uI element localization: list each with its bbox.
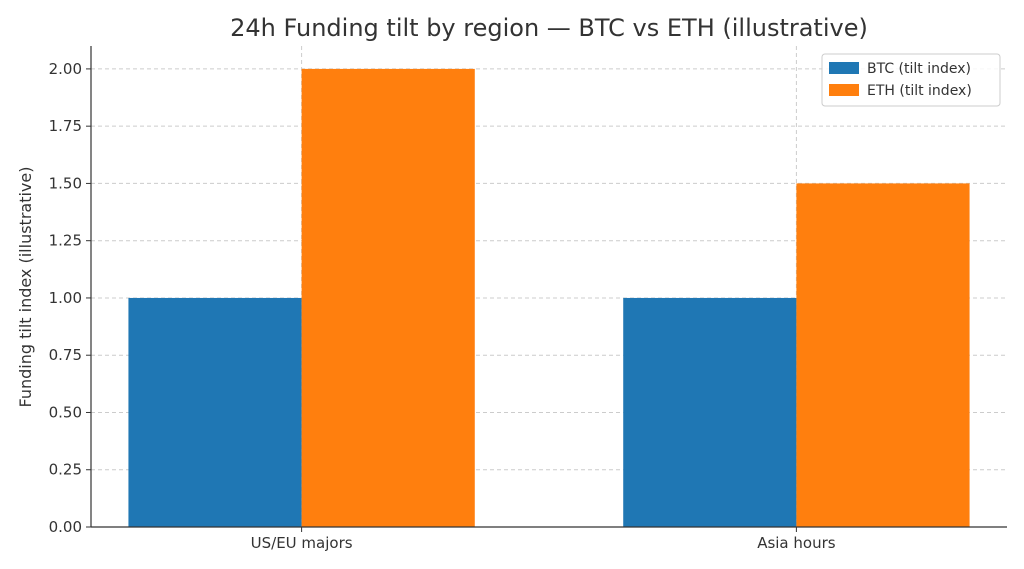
y-tick-label: 1.75	[49, 117, 82, 135]
legend-label: BTC (tilt index)	[867, 61, 971, 77]
y-axis-label: Funding tilt index (illustrative)	[16, 167, 35, 408]
bars	[128, 68, 970, 528]
bar-btc-0	[128, 297, 302, 527]
bar-eth-0	[301, 68, 475, 528]
y-tick-label: 1.50	[49, 174, 82, 192]
y-tick-label: 1.25	[49, 232, 82, 250]
bar-eth-1	[796, 183, 970, 527]
x-tick-label: US/EU majors	[251, 534, 353, 552]
y-tick-label: 2.00	[49, 60, 82, 78]
x-tick-label: Asia hours	[757, 534, 836, 552]
legend-swatch	[829, 84, 859, 96]
axes	[86, 46, 1007, 532]
y-tick-label: 0.50	[49, 403, 82, 421]
tick-labels: 0.00 0.25 0.50 0.75 1.00 1.25 1.50 1.75 2.00 US/E…	[49, 60, 836, 552]
y-tick-label: 0.75	[49, 346, 82, 364]
chart-title: 24h Funding tilt by region — BTC vs ETH …	[230, 14, 868, 42]
legend: BTC (tilt index) ETH (tilt index)	[821, 53, 1001, 107]
legend-box	[821, 53, 1001, 107]
legend-label: ETH (tilt index)	[867, 83, 972, 99]
y-tick-label: 1.00	[49, 289, 82, 307]
y-tick-label: 0.00	[49, 518, 82, 536]
y-tick-label: 0.25	[49, 461, 82, 479]
legend-swatch	[829, 62, 859, 74]
bar-btc-1	[623, 297, 797, 527]
